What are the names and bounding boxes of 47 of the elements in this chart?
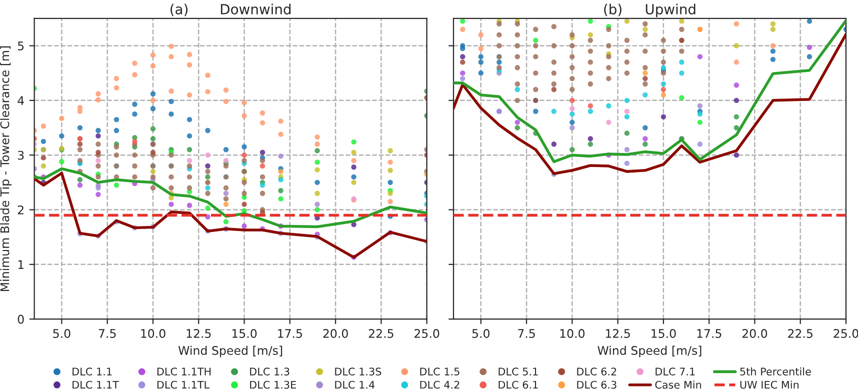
legend-label: DLC 6.2 [577,368,616,376]
legend-label: DLC 7.1 [656,368,695,376]
x-tick-label: 20.0 [323,329,348,338]
x-tick-label: 25.0 [414,329,440,338]
legend-label: DLC 1.1T [72,380,119,389]
legend-label: DLC 4.2 [420,380,460,389]
legend-label: DLC 1.5 [420,368,460,376]
y-tick-label: 5 [18,42,24,50]
legend-label: DLC 1.3S [335,368,382,376]
chart-title: (a) Downwind [170,4,291,16]
x-tick-label: 5.0 [472,329,490,338]
legend-label: DLC 1.4 [335,380,375,389]
x-tick-label: 17.5 [697,329,722,338]
y-tick-label: 1 [18,260,24,269]
x-tick-label: 15.0 [652,329,676,338]
x-tick-label: 12.5 [186,329,211,338]
y-axis-title: Minimum Blade Tip - Tower Clearance [m] [0,46,12,291]
x-tick-label: 22.5 [368,329,394,338]
legend-label: DLC 1.3E [250,380,296,389]
x-tick-label: 7.5 [98,329,116,338]
legend-label: DLC 1.1TH [157,368,211,376]
y-tick-label: 4 [18,96,24,105]
x-tick-label: 10.0 [560,329,585,338]
x-tick-label: 5.0 [53,329,70,338]
y-tick-label: 2 [18,205,24,214]
chart-title: (b) Upwind [604,4,696,18]
x-tick-label: 17.5 [278,329,302,338]
x-tick-label: 7.5 [518,329,535,338]
legend-label: DLC 1.1TL [157,380,210,389]
y-tick-label: 0 [18,314,24,324]
x-tick-label: 12.5 [606,329,630,338]
legend-label: DLC 1.3 [250,368,290,376]
x-tick-label: 15.0 [232,329,257,338]
y-tick-label: 3 [18,150,24,160]
legend-label: DLC 1.1 [72,368,112,376]
legend-label: DLC 5.1 [498,368,538,376]
legend-label: Case Min [655,380,702,389]
x-axis-title: Wind Speed [m/s] [178,346,282,358]
x-axis-title: Wind Speed [m/s] [598,346,702,358]
x-tick-label: 25.0 [834,329,858,338]
legend-label: DLC 6.3 [577,380,616,389]
x-tick-label: 20.0 [742,329,768,338]
legend-label: UW IEC Min [740,380,799,389]
x-tick-label: 22.5 [788,329,812,338]
x-tick-label: 10.0 [141,329,166,338]
legend-label: 5th Percentile [740,367,811,376]
legend-label: DLC 6.1 [498,380,538,389]
